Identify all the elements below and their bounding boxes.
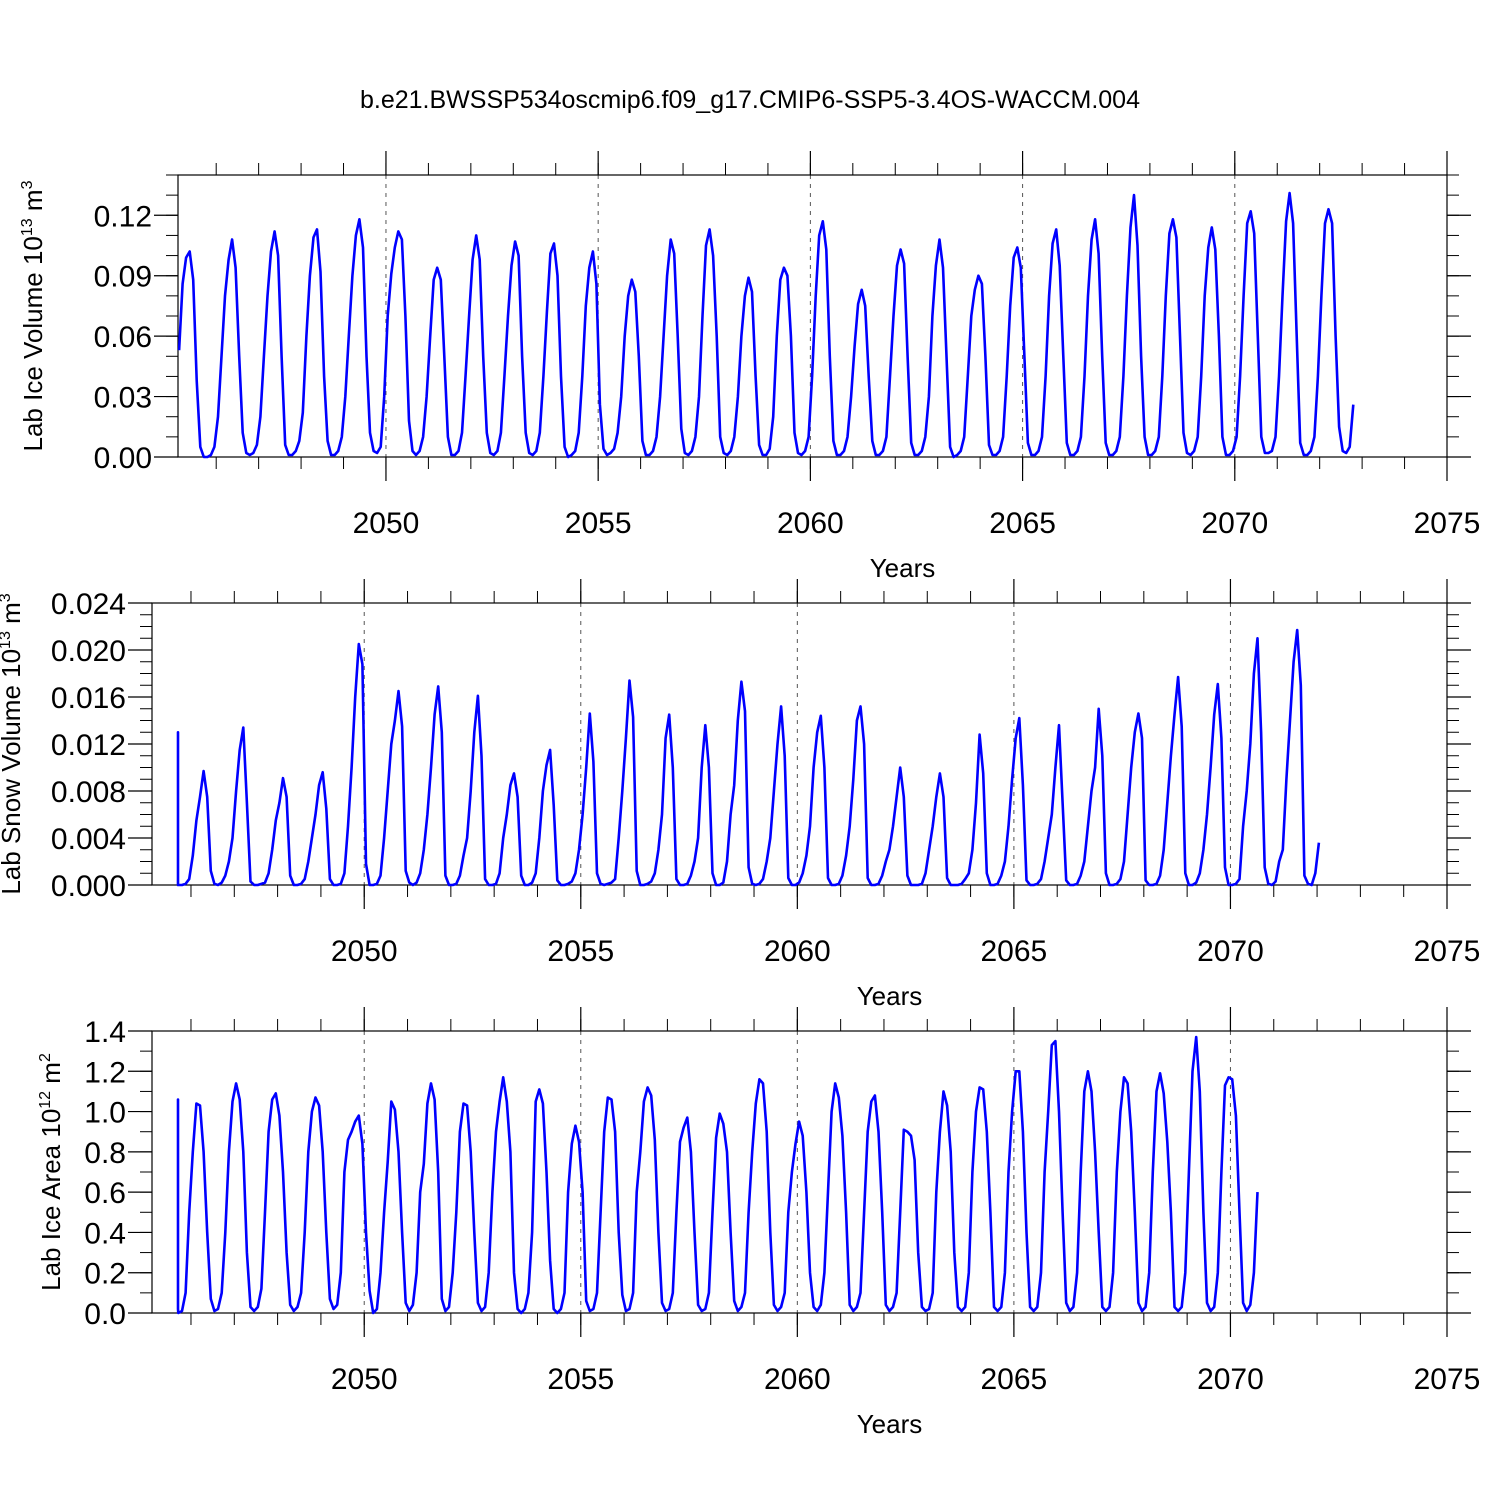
- x-axis-label: Years: [870, 553, 936, 583]
- y-tick-label: 0.2: [84, 1258, 126, 1291]
- y-axis-label: Lab Snow Volume 1013 m3: [0, 593, 26, 894]
- x-tick-label: 2065: [981, 935, 1048, 968]
- x-tick-label: 2055: [547, 1363, 614, 1396]
- x-tick-label: 2060: [777, 507, 844, 540]
- x-tick-label: 2055: [565, 507, 632, 540]
- series-line: [177, 191, 1355, 459]
- series-line: [176, 1035, 1259, 1315]
- x-tick-label: 2050: [353, 507, 420, 540]
- y-tick-label: 0.008: [51, 776, 126, 809]
- y-tick-label: 1.0: [84, 1097, 126, 1130]
- y-tick-label: 0.016: [51, 682, 126, 715]
- x-tick-label: 2055: [547, 935, 614, 968]
- x-tick-label: 2070: [1201, 507, 1268, 540]
- x-tick-label: 2065: [989, 507, 1056, 540]
- panel-snow-volume: 0.000 0.004 0.008 0.012 0.016 0.020 0.024 2050 2…: [0, 579, 1480, 1011]
- y-tick-label: 0.03: [94, 382, 152, 415]
- y-tick-label: 0.020: [51, 635, 126, 668]
- x-tick-label: 2070: [1197, 1363, 1264, 1396]
- y-tick-label: 0.8: [84, 1137, 126, 1170]
- x-tick-label: 2075: [1414, 935, 1481, 968]
- y-tick-label: 0.09: [94, 261, 152, 294]
- x-tick-label: 2050: [331, 1363, 398, 1396]
- y-tick-label: 0.000: [51, 870, 126, 903]
- y-tick-label: 1.2: [84, 1056, 126, 1089]
- chart-title: b.e21.BWSSP534oscmip6.f09_g17.CMIP6-SSP5…: [360, 86, 1140, 114]
- y-tick-label: 0.6: [84, 1177, 126, 1210]
- y-tick-label: 0.00: [94, 442, 152, 475]
- y-tick-label: 0.4: [84, 1217, 126, 1250]
- y-tick-label: 0.0: [84, 1298, 126, 1331]
- y-tick-label: 1.4: [84, 1016, 126, 1049]
- x-tick-label: 2060: [764, 935, 831, 968]
- x-tick-label: 2075: [1414, 507, 1481, 540]
- panel-ice-area: 0.0 0.2 0.4 0.6 0.8 1.0 1.2 1.4 2050 2055 2060 2065…: [36, 1007, 1480, 1439]
- x-tick-label: 2075: [1414, 1363, 1481, 1396]
- series-line: [176, 628, 1321, 887]
- y-axis-label: Lab Ice Volume 1013 m3: [18, 180, 48, 451]
- x-axis-label: Years: [857, 981, 923, 1011]
- y-tick-label: 0.024: [51, 588, 126, 621]
- y-tick-label: 0.004: [51, 823, 126, 856]
- x-tick-label: 2070: [1197, 935, 1264, 968]
- y-tick-label: 0.12: [94, 200, 152, 233]
- x-axis-label: Years: [857, 1409, 923, 1439]
- y-tick-label: 0.06: [94, 321, 152, 354]
- y-tick-label: 0.012: [51, 729, 126, 762]
- panel-ice-volume: 0.00 0.03 0.06 0.09 0.12 2050 2055 2060 2065 2070…: [18, 151, 1480, 583]
- x-tick-label: 2065: [981, 1363, 1048, 1396]
- y-axis-label: Lab Ice Area 1012 m2: [36, 1053, 66, 1291]
- x-tick-label: 2050: [331, 935, 398, 968]
- x-tick-label: 2060: [764, 1363, 831, 1396]
